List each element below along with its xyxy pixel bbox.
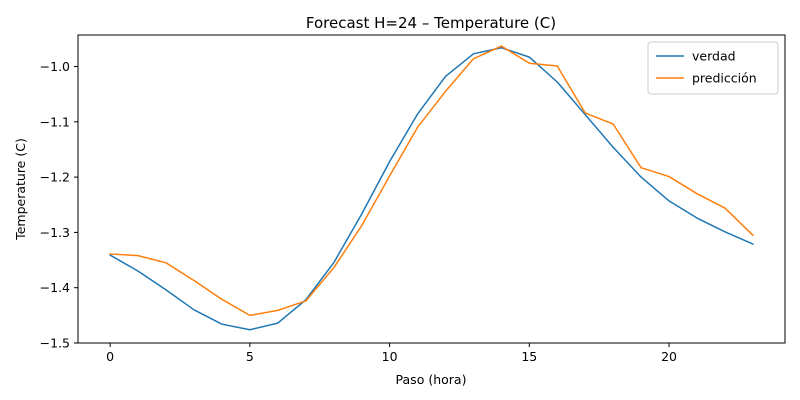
y-tick-label: −1.0: [40, 59, 70, 74]
x-tick-label: 0: [106, 349, 114, 364]
chart-title: Forecast H=24 – Temperature (C): [306, 14, 556, 32]
x-axis: 0 5 10 15 20: [106, 343, 677, 364]
series-layer: [109, 45, 754, 331]
x-tick-label: 15: [521, 349, 537, 364]
y-tick-label: −1.1: [40, 114, 70, 129]
legend-box: [647, 41, 779, 95]
y-tick-label: −1.3: [40, 225, 70, 240]
y-axis: −1.5 −1.4 −1.3 −1.2 −1.1 −1.0: [40, 59, 78, 351]
x-tick-label: 10: [382, 349, 398, 364]
y-tick-label: −1.2: [40, 170, 70, 185]
x-axis-label: Paso (hora): [396, 372, 467, 387]
legend-label: verdad: [692, 49, 736, 64]
x-tick-label: 5: [246, 349, 254, 364]
series-line-verdad: [109, 46, 754, 331]
legend-label: predicción: [692, 71, 757, 86]
plot-frame: [77, 34, 786, 344]
y-axis-label: Temperature (C): [13, 138, 28, 241]
y-tick-label: −1.5: [40, 336, 70, 351]
x-tick-label: 20: [661, 349, 677, 364]
y-tick-label: −1.4: [40, 280, 70, 295]
legend: verdad predicción: [647, 41, 779, 95]
series-line-prediccion: [109, 45, 754, 317]
